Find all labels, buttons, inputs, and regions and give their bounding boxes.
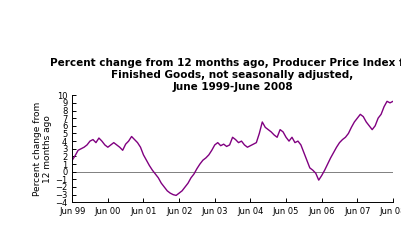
Title: Percent change from 12 months ago, Producer Price Index for
Finished Goods, not : Percent change from 12 months ago, Produ…	[50, 59, 401, 92]
Y-axis label: Percent change from
12 months ago: Percent change from 12 months ago	[33, 102, 52, 196]
